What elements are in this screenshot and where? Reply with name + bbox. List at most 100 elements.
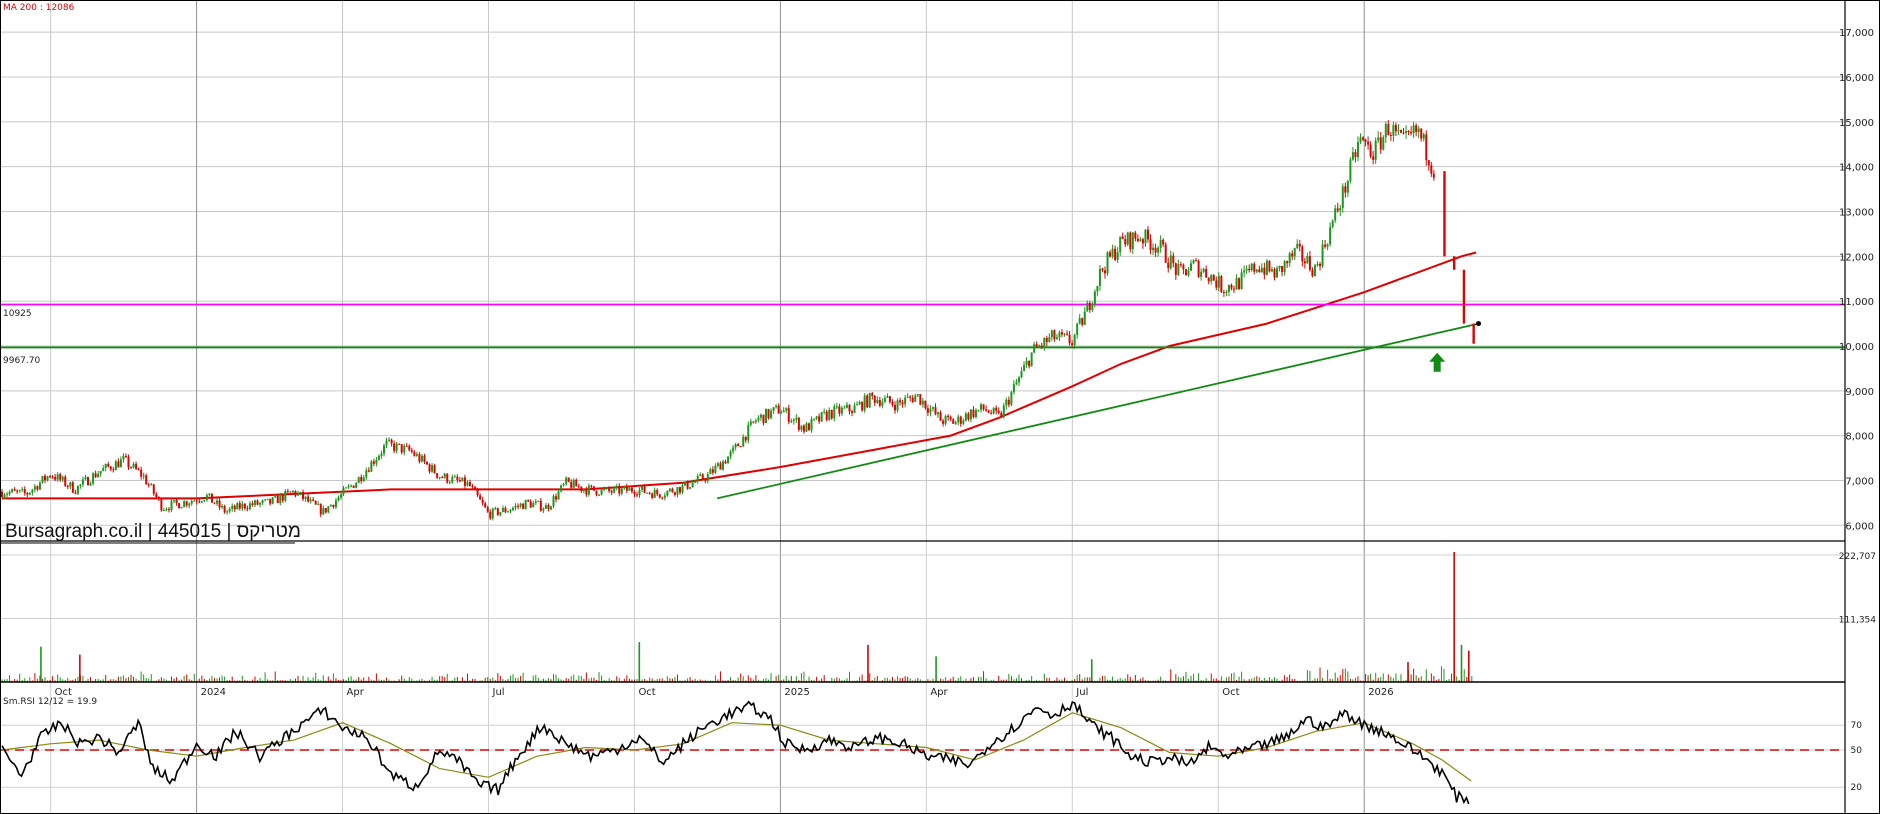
price-candle-body: [102, 468, 105, 472]
price-candle-body: [294, 490, 297, 496]
price-candle-body: [74, 492, 77, 494]
price-candle-body: [1427, 160, 1430, 166]
price-candle-body: [957, 416, 960, 423]
price-candle-body: [36, 486, 39, 490]
price-candle-body: [974, 410, 977, 417]
price-candle-body: [1187, 270, 1190, 276]
price-candle-body: [243, 503, 246, 509]
price-candle-body: [1346, 181, 1349, 193]
price-candle-body: [871, 393, 874, 396]
price-candle-body: [1407, 131, 1410, 133]
price-candle-body: [732, 447, 735, 452]
price-candle-body: [598, 494, 601, 496]
price-candle-body: [866, 395, 869, 408]
price-candle-body: [1225, 291, 1228, 293]
price-candle-body: [560, 485, 563, 492]
price-candle-body: [1106, 252, 1109, 274]
price-candle-body: [1020, 370, 1023, 378]
price-candle-body: [592, 486, 595, 491]
price-candle-body: [883, 397, 886, 402]
price-candle-body: [264, 499, 267, 501]
price-candle-body: [658, 494, 661, 498]
price-candle-body: [1412, 125, 1415, 134]
price-candle-body: [721, 461, 724, 470]
price-candle-body: [570, 481, 573, 488]
price-candle-body: [939, 412, 942, 421]
price-candle-body: [1278, 265, 1281, 269]
price-candle-body: [471, 486, 474, 488]
price-candle-body: [38, 482, 41, 490]
price-candle-body: [94, 473, 97, 478]
price-candle-body: [97, 473, 100, 478]
price-candle-body: [921, 400, 924, 405]
trendline-layer: [716, 321, 1482, 500]
price-candle-body: [1253, 263, 1256, 272]
price-candle-body: [51, 476, 54, 478]
price-candle-body: [1116, 252, 1119, 260]
x-tick-label: 2025: [784, 687, 809, 698]
price-candle-body: [552, 496, 555, 507]
price-candle-body: [947, 415, 950, 418]
price-candle-body: [1367, 141, 1370, 145]
price-candle-body: [620, 488, 623, 494]
price-candle-body: [1245, 268, 1248, 271]
price-candle-body: [380, 453, 383, 456]
price-candle-body: [630, 487, 633, 492]
price-candle-body: [878, 400, 881, 406]
price-candle-body: [266, 498, 269, 500]
price-candle-body: [1326, 244, 1329, 247]
price-candle-body: [1425, 134, 1428, 161]
price-tick-label: 10,000: [1839, 342, 1874, 353]
price-candle-body: [1319, 263, 1322, 267]
price-candle-body: [572, 479, 575, 488]
price-candle-body: [89, 483, 92, 486]
price-candle-body: [433, 465, 436, 474]
price-candle-body: [56, 474, 59, 480]
price-candle-body: [1195, 260, 1198, 262]
price-candle-body: [931, 407, 934, 409]
price-candle-body: [995, 407, 998, 411]
price-candle-body: [304, 496, 307, 499]
price-candle-body: [1197, 260, 1200, 277]
price-candle-body: [185, 501, 188, 506]
price-candle-body: [1387, 123, 1390, 135]
price-candle-body: [1159, 239, 1162, 248]
price-candle-body: [365, 470, 368, 478]
price-candle-body: [489, 511, 492, 519]
price-candle-body: [469, 482, 472, 487]
price-candle-body: [317, 504, 320, 506]
price-candle-body: [1040, 345, 1043, 347]
price-candle-body: [969, 409, 972, 420]
watermark: Bursagraph.co.il | 445015 | מטריקס: [5, 521, 301, 542]
price-candle-body: [61, 476, 64, 480]
price-candle-body: [790, 421, 793, 423]
price-candle-body: [595, 490, 598, 495]
price-candle-body: [1359, 137, 1362, 142]
price-candle-body: [825, 411, 828, 420]
price-candle-body: [1394, 124, 1397, 132]
price-candle-body: [980, 404, 983, 410]
price-candle-body: [104, 463, 107, 469]
price-candle-body: [926, 408, 929, 413]
price-candle-body: [241, 503, 244, 509]
price-candle-body: [324, 508, 327, 513]
price-candle-body: [355, 482, 358, 488]
price-candle-body: [512, 507, 515, 511]
price-candle-body: [1248, 268, 1251, 271]
price-candle-body: [1298, 243, 1301, 247]
price-candle-body: [964, 413, 967, 421]
price-candle-body: [582, 489, 585, 491]
price-candle-body: [823, 411, 826, 413]
price-candle-body: [251, 503, 254, 506]
price-candle-body: [92, 473, 95, 484]
price-candle-body: [319, 504, 322, 515]
price-candle-body: [44, 476, 47, 481]
price-candle-body: [830, 409, 833, 419]
price-candle-body: [1167, 262, 1170, 269]
price-candle-body: [653, 489, 656, 498]
price-candle-body: [408, 445, 411, 451]
price-candle-body: [1071, 343, 1074, 346]
price-candle-body: [188, 503, 191, 506]
price-candle-body: [1, 491, 3, 497]
price-tick-label: 16,000: [1839, 73, 1874, 84]
